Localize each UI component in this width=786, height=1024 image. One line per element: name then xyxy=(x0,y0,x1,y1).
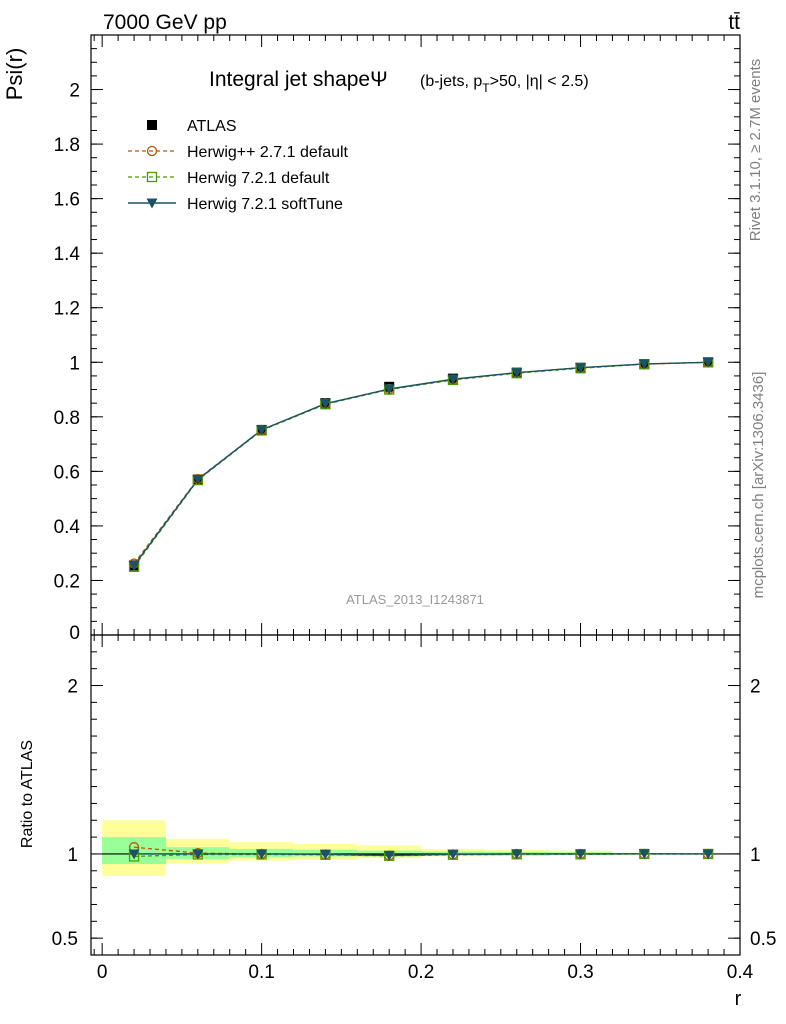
ratio-series-line xyxy=(134,853,709,857)
ratio-y-tick-label: 0.5 xyxy=(52,929,78,950)
main-y-tick-label: 1.6 xyxy=(54,190,80,211)
legend-marker xyxy=(147,120,157,130)
legend-label: Herwig 7.2.1 default xyxy=(187,170,330,187)
mc-point xyxy=(575,363,587,374)
x-axis-label: r xyxy=(735,988,742,1010)
main-series-line xyxy=(133,361,709,568)
ratio-y-tick-label-right: 1 xyxy=(750,845,761,866)
legend-label: ATLAS xyxy=(187,118,237,135)
mc-point xyxy=(511,368,523,379)
main-y-tick-label: 1.8 xyxy=(54,135,80,156)
mc-point xyxy=(192,475,204,486)
main-y-tick-label: 2 xyxy=(69,81,80,102)
main-y-tick-label: 0.6 xyxy=(54,462,80,483)
ratio-point xyxy=(511,849,523,860)
mc-point xyxy=(638,359,650,370)
main-series-line xyxy=(133,361,709,566)
ratio-point xyxy=(575,849,587,860)
x-tick-label: 0.1 xyxy=(248,962,274,983)
ratio-point xyxy=(128,849,140,860)
ratio-point xyxy=(383,850,395,861)
main-panel: 0 0.2 0.4 0.6 0.8 1 1.2 1.4 1.6 1.8 2 xyxy=(54,34,741,644)
ratio-plot-frame xyxy=(90,634,741,956)
ratio-point xyxy=(447,849,459,860)
ratio-y-tick-label: 1 xyxy=(67,845,78,866)
legend-label: Herwig 7.2.1 softTune xyxy=(187,196,343,213)
ratio-y-tick-label: 2 xyxy=(67,677,78,698)
header-left: 7000 GeV pp xyxy=(103,11,227,34)
header-right: tt̄ xyxy=(728,11,740,34)
ratio-point xyxy=(256,849,268,860)
mc-point xyxy=(128,560,140,571)
ratio-point xyxy=(638,849,650,860)
ratio-point xyxy=(319,849,331,860)
mcplots-label: mcplots.cern.ch [arXiv:1306.3436] xyxy=(750,372,767,599)
main-y-tick-label: 1 xyxy=(69,353,80,374)
x-tick-label: 0.3 xyxy=(567,962,593,983)
legend: ATLAS Herwig++ 2.7.1 default Herwig 7.2.1 … xyxy=(128,118,349,213)
legend-marker xyxy=(146,145,158,157)
main-y-tick-label: 0 xyxy=(69,623,80,644)
ratio-point xyxy=(702,849,714,860)
ratio-y-tick-label-right: 2 xyxy=(750,677,761,698)
main-y-tick-label: 0.4 xyxy=(54,517,81,538)
mc-point xyxy=(447,374,459,385)
x-tick-label: 0.4 xyxy=(727,962,754,983)
analysis-watermark: ATLAS_2013_I1243871 xyxy=(346,592,484,607)
mc-point xyxy=(702,357,714,368)
main-y-tick-label: 0.2 xyxy=(54,571,80,592)
main-y-tick-label: 1.4 xyxy=(54,244,81,265)
legend-label: Herwig++ 2.7.1 default xyxy=(187,144,349,161)
main-chart-title: Integral jet shapeΨ xyxy=(209,68,388,91)
main-chart-subtitle: (b-jets, pT>50, |η| < 2.5) xyxy=(420,73,589,95)
main-y-tick-label: 0.8 xyxy=(54,408,80,429)
legend-marker xyxy=(146,171,158,183)
x-tick-label: 0 xyxy=(97,962,108,983)
mc-point xyxy=(256,425,268,436)
ratio-y-tick-label-right: 0.5 xyxy=(750,929,776,950)
rivet-label: Rivet 3.1.10, ≥ 2.7M events xyxy=(747,59,764,242)
ratio-point xyxy=(192,849,204,860)
main-y-label: Psi(r) xyxy=(2,48,27,101)
mc-point xyxy=(383,384,395,395)
ratio-panel: 0.5 0.5 1 1 2 2 0 0.1 0.2 0.3 0.4 xyxy=(52,634,776,983)
ratio-y-label: Ratio to ATLAS xyxy=(19,740,36,848)
legend-marker xyxy=(146,198,158,209)
x-tick-label: 0.2 xyxy=(408,962,434,983)
mc-point xyxy=(319,399,331,410)
main-y-tick-label: 1.2 xyxy=(54,299,80,320)
